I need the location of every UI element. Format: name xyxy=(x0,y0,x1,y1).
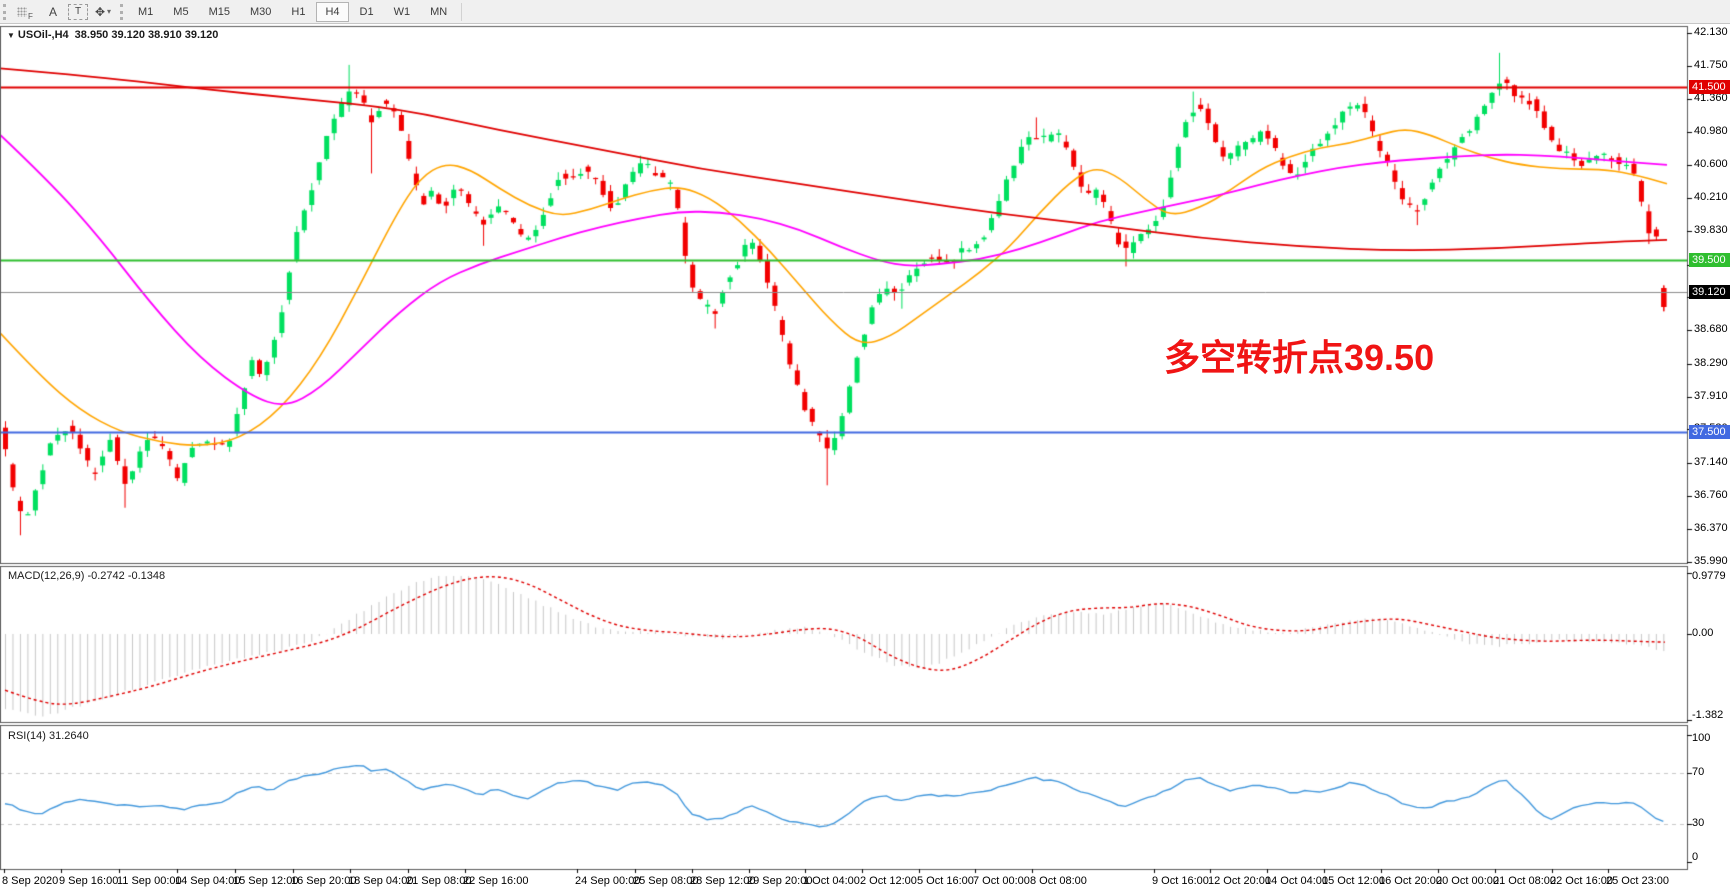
time-axis-label: 14 Sep 04:00 xyxy=(175,875,241,887)
macd-label: MACD(12,26,9) -0.2742 -0.1348 xyxy=(8,570,166,582)
time-axis-label: 2 Oct 12:00 xyxy=(860,875,917,887)
timeframe-d1[interactable]: D1 xyxy=(359,5,374,18)
price-tag-41.500: 41.500 xyxy=(1689,80,1730,94)
time-axis-label: 22 Oct 16:00 xyxy=(1550,875,1613,887)
timeframe-toolbar-handle[interactable] xyxy=(120,3,123,20)
timeframe-h1[interactable]: H1 xyxy=(291,5,306,18)
symbol-ohlc: 38.950 39.120 38.910 39.120 xyxy=(74,29,219,41)
time-axis-label: 28 Sep 12:00 xyxy=(690,875,756,887)
time-axis-label: 29 Sep 20:00 xyxy=(747,875,813,887)
timeframe-w1[interactable]: W1 xyxy=(393,5,411,18)
toolbar-separator xyxy=(461,2,463,21)
rsi-label: RSI(14) 31.2640 xyxy=(8,730,89,742)
time-axis-label: 15 Sep 12:00 xyxy=(233,875,299,887)
time-axis-label: 16 Oct 20:00 xyxy=(1379,875,1442,887)
time-axis-label: 11 Sep 00:00 xyxy=(117,875,182,887)
price-axis-tick: 41.360 xyxy=(1694,92,1728,104)
dropdown-caret-icon: ▾ xyxy=(107,7,112,16)
time-axis-label: 15 Oct 12:00 xyxy=(1322,875,1385,887)
timeframe-group: M1 M5 M15 M30 H1 H4 D1 W1 MN xyxy=(128,1,457,22)
time-axis-label: 8 Sep 2020 xyxy=(2,875,59,887)
rsi-axis-tick: 30 xyxy=(1692,816,1705,829)
price-axis-tick: 39.830 xyxy=(1694,224,1728,236)
timeframe-m30[interactable]: M30 xyxy=(249,5,272,18)
symbol-name: USOil-,H4 xyxy=(17,29,69,41)
arrows-glyph: ✥ xyxy=(94,4,106,19)
time-axis-label: 24 Sep 00:00 xyxy=(575,875,641,887)
time-axis-label: 9 Sep 16:00 xyxy=(59,875,119,887)
time-axis-label: 9 Oct 16:00 xyxy=(1152,875,1209,887)
toolbar: F A T ✥ ▾ M1 M5 M15 M30 H1 H4 D1 W1 MN xyxy=(0,0,1730,24)
time-axis-label: 16 Sep 20:00 xyxy=(291,875,357,887)
chart-window: ▼ USOil-,H4 38.950 39.120 38.910 39.120 多空… xyxy=(0,24,1730,896)
time-axis-label: 21 Oct 08:00 xyxy=(1493,875,1556,887)
time-axis-label: 12 Oct 20:00 xyxy=(1208,875,1271,887)
price-axis-tick: 37.910 xyxy=(1694,390,1728,402)
arrow-objects-icon[interactable]: ✥ ▾ xyxy=(90,2,116,21)
time-axis-label: 8 Oct 08:00 xyxy=(1030,875,1087,887)
price-axis-tick: 42.130 xyxy=(1694,26,1728,38)
chart-canvas[interactable] xyxy=(0,24,1730,896)
time-axis-label: 25 Sep 08:00 xyxy=(633,875,699,887)
time-axis-label: 21 Sep 08:00 xyxy=(406,875,472,887)
price-axis-tick: 40.210 xyxy=(1694,191,1728,203)
rsi-axis-tick: 70 xyxy=(1692,766,1705,779)
time-axis-label: 7 Oct 00:00 xyxy=(973,875,1030,887)
price-axis-tick: 41.750 xyxy=(1694,59,1728,71)
macd-axis-tick: -1.382 xyxy=(1692,709,1724,722)
trend-annotation: 多空转折点39.50 xyxy=(1164,337,1435,378)
price-axis-tick: 36.370 xyxy=(1694,522,1728,534)
time-axis-label: 5 Oct 16:00 xyxy=(917,875,974,887)
time-axis-label: 18 Sep 04:00 xyxy=(348,875,414,887)
text-label-icon[interactable]: A xyxy=(48,4,57,19)
price-axis-tick: 38.680 xyxy=(1694,323,1728,335)
price-axis-tick: 37.140 xyxy=(1694,456,1728,468)
timeframe-m5[interactable]: M5 xyxy=(173,5,189,18)
f-subscript: F xyxy=(28,12,33,21)
price-axis-tick: 40.980 xyxy=(1694,125,1728,137)
time-axis-label: 1 Oct 04:00 xyxy=(803,875,860,887)
price-axis-tick: 38.290 xyxy=(1694,357,1728,369)
timeframe-h4[interactable]: H4 xyxy=(316,1,349,22)
time-axis-label: 14 Oct 04:00 xyxy=(1265,875,1328,887)
crosshair-grid-icon[interactable]: F xyxy=(12,2,38,21)
time-axis-label: 25 Oct 23:00 xyxy=(1606,875,1669,887)
rsi-axis-tick: 0 xyxy=(1692,851,1699,863)
time-axis-label: 22 Sep 16:00 xyxy=(463,875,529,887)
price-axis-tick: 40.600 xyxy=(1694,158,1728,170)
dot-grid-glyph xyxy=(17,6,28,17)
price-tag-37.500: 37.500 xyxy=(1689,425,1730,439)
timeframe-m1[interactable]: M1 xyxy=(138,5,154,18)
symbol-dropdown-icon[interactable]: ▼ xyxy=(7,31,15,40)
price-tag-39.500: 39.500 xyxy=(1689,253,1730,267)
timeframe-mn[interactable]: MN xyxy=(430,5,448,18)
price-axis-tick: 35.990 xyxy=(1694,555,1728,567)
text-box-icon[interactable]: T xyxy=(68,3,88,20)
macd-axis-tick: 0.9779 xyxy=(1692,569,1726,582)
timeframe-m15[interactable]: M15 xyxy=(208,5,230,18)
price-axis-tick: 36.760 xyxy=(1694,489,1728,501)
time-axis-label: 20 Oct 00:00 xyxy=(1436,875,1499,887)
price-tag-39.120: 39.120 xyxy=(1689,285,1730,299)
symbol-info: ▼ USOil-,H4 38.950 39.120 38.910 39.120 xyxy=(7,29,218,41)
toolbar-drag-handle[interactable] xyxy=(3,3,6,20)
macd-axis-tick: 0.00 xyxy=(1692,627,1714,639)
rsi-axis-tick: 100 xyxy=(1692,732,1711,744)
